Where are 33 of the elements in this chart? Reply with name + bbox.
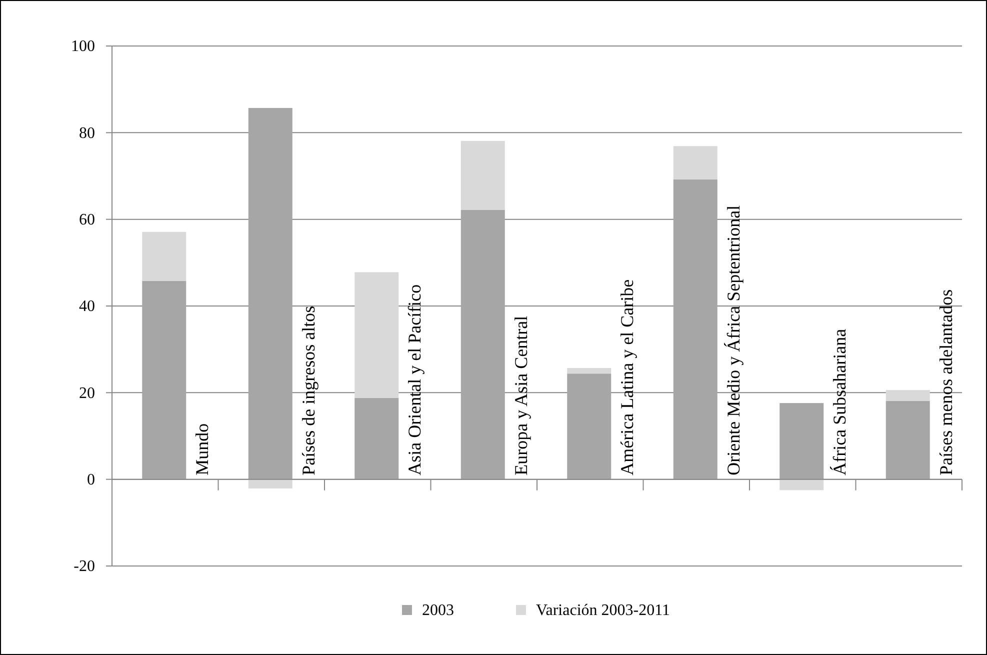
- x-tick-label: África Subsahariana: [830, 328, 850, 476]
- bar: [567, 374, 612, 480]
- bar: [567, 368, 612, 374]
- bar: [248, 108, 292, 480]
- bar: [673, 146, 718, 180]
- legend-label: 2003: [422, 602, 454, 619]
- bar: [142, 232, 186, 281]
- bar: [142, 280, 186, 480]
- y-tick-label: -20: [74, 558, 95, 576]
- y-tick-label: 40: [79, 298, 95, 316]
- y-tick-label: 20: [79, 384, 95, 402]
- y-tick-label: 60: [79, 211, 95, 228]
- bar: [886, 390, 930, 401]
- bar: [673, 179, 718, 480]
- x-tick-label: Oriente Medio y África Septentrional: [723, 205, 744, 476]
- y-tick-label: 0: [87, 471, 95, 488]
- y-tick-label: 80: [79, 124, 95, 142]
- bar: [460, 140, 505, 210]
- x-tick-label: Asia Oriental y el Pacífico: [404, 284, 425, 476]
- x-tick-label: Países menos adelantados: [936, 289, 956, 476]
- bar: [886, 400, 930, 480]
- bar: [354, 272, 399, 398]
- x-tick-label: América Latina y el Caribe: [617, 279, 638, 476]
- bar: [248, 479, 292, 488]
- bar: [354, 398, 399, 480]
- bar: [780, 479, 824, 490]
- legend-label: Variación 2003-2011: [536, 602, 670, 619]
- y-tick-label: 100: [71, 38, 95, 56]
- bar: [780, 403, 824, 480]
- x-tick-label: Europa y Asia Central: [510, 316, 531, 476]
- x-tick-label: Mundo: [192, 423, 212, 476]
- bar: [460, 210, 505, 480]
- x-tick-label: Países de ingresos altos: [298, 306, 318, 476]
